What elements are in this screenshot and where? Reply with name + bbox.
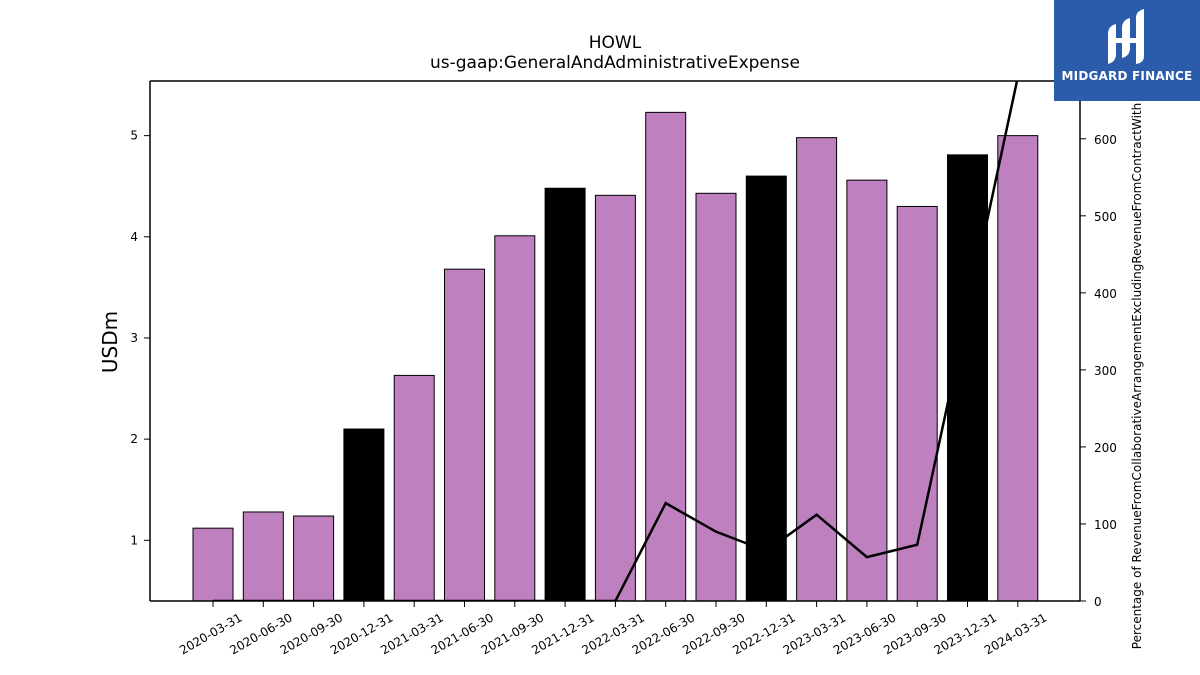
bar: [645, 111, 687, 602]
y-tick-label-right: 100: [1094, 518, 1117, 532]
y-axis-label-right: Percentage of RevenueFromCollaborativeAr…: [1130, 103, 1144, 649]
y-tick-label-left: 1: [130, 533, 138, 547]
line-series: [213, 81, 1019, 601]
bar: [796, 137, 838, 602]
bar: [997, 135, 1039, 602]
bar: [695, 192, 737, 602]
y-tick-label-left: 2: [130, 432, 138, 446]
line-path: [213, 81, 1019, 601]
bar: [343, 428, 385, 602]
bar: [444, 268, 485, 602]
chart-subtitle: us-gaap:GeneralAndAdministrativeExpense: [430, 53, 800, 73]
y-tick-label-left: 5: [130, 129, 138, 143]
bar: [242, 511, 284, 602]
y-tick-label-left: 4: [130, 230, 138, 244]
y-tick-label-right: 0: [1094, 595, 1102, 609]
y-tick-label-left: 3: [130, 331, 138, 345]
bar: [544, 187, 586, 602]
bar: [494, 235, 536, 602]
bar: [846, 179, 888, 602]
bar: [293, 515, 335, 602]
y-tick-label-right: 200: [1094, 441, 1117, 455]
y-axis-label-left: USDm: [98, 311, 122, 373]
y-tick-label-right: 400: [1094, 287, 1117, 301]
bar: [896, 205, 938, 602]
bar: [594, 194, 636, 602]
chart-title: HOWL: [589, 33, 642, 53]
logo-mark-icon: [1108, 9, 1144, 64]
bar: [192, 527, 234, 602]
bar: [745, 175, 787, 602]
bar-series: [192, 111, 1039, 602]
midgard-finance-logo: MIDGARD FINANCE: [1054, 0, 1200, 101]
bar: [393, 374, 435, 602]
y-tick-label-right: 600: [1094, 133, 1117, 147]
y-tick-label-right: 500: [1094, 210, 1117, 224]
y-tick-label-right: 300: [1094, 364, 1117, 378]
logo-text: MIDGARD FINANCE: [1061, 69, 1193, 83]
